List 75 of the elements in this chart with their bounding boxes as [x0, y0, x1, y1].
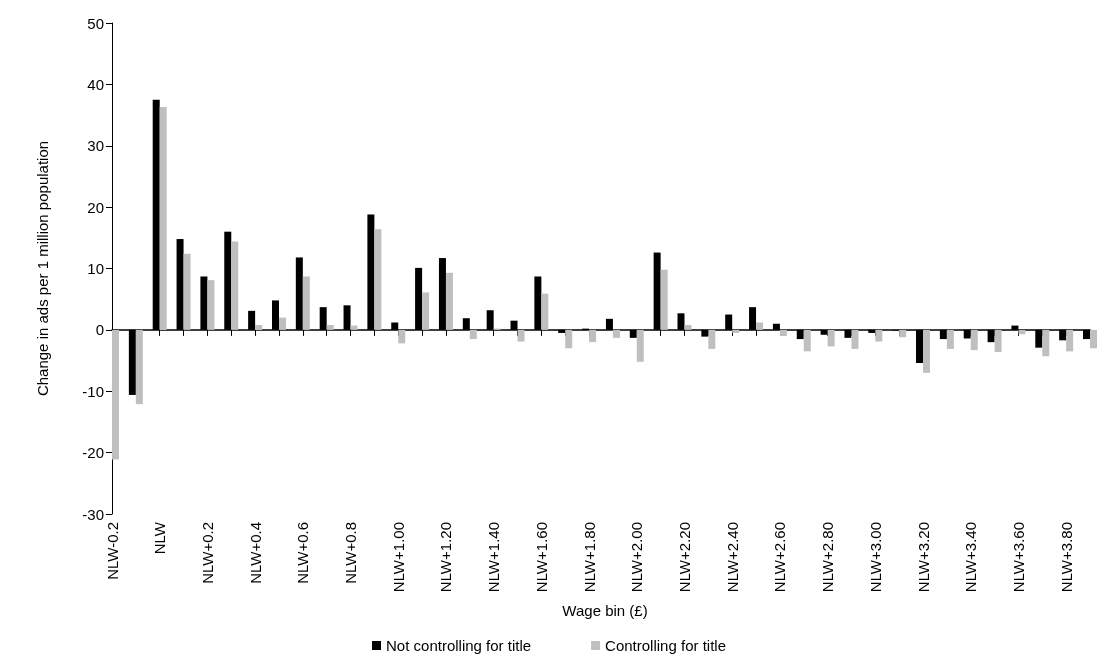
bar: [756, 322, 764, 330]
y-tick-label: 20: [87, 198, 104, 216]
x-tick-label: NLW+0.8: [342, 522, 360, 584]
bar: [422, 292, 430, 330]
bar: [517, 329, 525, 342]
bar: [326, 324, 334, 330]
bar: [255, 324, 263, 330]
x-tick-label: NLW+0.6: [294, 522, 312, 584]
bar: [660, 269, 668, 330]
bar: [1090, 329, 1097, 349]
y-tick-label: -10: [82, 382, 104, 400]
x-tick-label: NLW+0.2: [198, 522, 216, 584]
x-tick-label: NLW-0.2: [103, 522, 121, 580]
x-tick-label: NLW+3.40: [962, 522, 980, 593]
bar: [565, 329, 573, 349]
bar: [970, 329, 978, 351]
x-tick-label: NLW: [151, 521, 169, 555]
bar: [541, 293, 549, 330]
bar: [374, 229, 382, 330]
y-tick-label: 30: [87, 137, 104, 155]
bar: [159, 107, 167, 330]
bar: [398, 329, 406, 344]
x-tick-label: NLW+2.20: [675, 522, 693, 593]
x-tick-label: NLW+2.00: [628, 522, 646, 593]
x-axis-title: Wage bin (£): [562, 602, 648, 619]
bar: [636, 329, 644, 362]
bar: [684, 324, 692, 330]
x-tick-label: NLW+3.20: [914, 522, 932, 593]
legend-label: Not controlling for title: [386, 637, 532, 654]
bar: [803, 329, 811, 352]
bar: [350, 325, 358, 330]
bar: [469, 329, 477, 340]
bar: [875, 329, 883, 342]
bar: [732, 329, 740, 333]
bar: [899, 329, 907, 338]
bar: [946, 329, 954, 349]
y-tick-label: 0: [95, 321, 104, 339]
y-axis-title: Change in ads per 1 million population: [34, 140, 51, 397]
bar: [183, 253, 191, 330]
x-tick-label: NLW+3.80: [1057, 522, 1075, 593]
bar: [994, 329, 1002, 352]
bar: [302, 276, 310, 330]
bar: [135, 329, 143, 405]
y-tick-label: 40: [87, 75, 104, 93]
x-tick-label: NLW+1.40: [485, 522, 503, 593]
x-tick-label: NLW+1.20: [437, 522, 455, 593]
bar: [278, 317, 286, 330]
bar: [589, 329, 597, 343]
legend-label: Controlling for title: [605, 637, 726, 654]
y-tick-label: 50: [87, 14, 104, 32]
x-tick-label: NLW+2.80: [819, 522, 837, 593]
bar: [708, 329, 716, 349]
y-tick-label: 10: [87, 260, 104, 277]
bar: [612, 329, 620, 338]
bar: [1042, 329, 1050, 357]
bar: [827, 329, 835, 347]
bar: [1066, 329, 1074, 352]
bar: [231, 241, 239, 330]
x-tick-label: NLW+1.00: [389, 522, 407, 593]
bar: [851, 329, 859, 349]
bar: [207, 280, 215, 330]
x-tick-label: NLW+1.60: [532, 522, 550, 593]
bar: [1018, 329, 1026, 335]
x-tick-label: NLW+1.80: [580, 522, 598, 593]
bar: [779, 329, 787, 337]
y-tick-label: -20: [82, 444, 104, 462]
x-tick-label: NLW+2.60: [771, 522, 789, 593]
bar: [112, 329, 119, 460]
bar: [923, 329, 931, 373]
bar: [445, 272, 453, 330]
x-tick-label: NLW+3.00: [866, 522, 884, 593]
x-tick-label: NLW+2.40: [723, 522, 741, 593]
x-tick-label: NLW+3.60: [1009, 522, 1027, 593]
y-tick-label: -30: [82, 505, 104, 523]
x-tick-label: NLW+0.4: [246, 522, 264, 584]
